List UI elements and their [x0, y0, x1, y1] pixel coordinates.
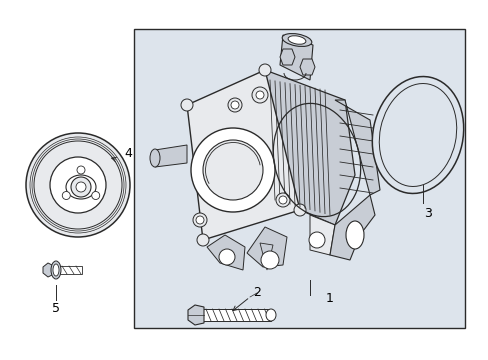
Circle shape [76, 182, 86, 192]
Circle shape [197, 234, 208, 246]
Ellipse shape [53, 264, 59, 276]
Circle shape [261, 251, 279, 269]
Text: 2: 2 [253, 287, 261, 300]
Bar [203, 309, 270, 321]
Circle shape [203, 140, 263, 200]
Polygon shape [43, 263, 54, 277]
Circle shape [251, 87, 267, 103]
Circle shape [308, 232, 325, 248]
Polygon shape [206, 235, 244, 270]
Circle shape [191, 128, 274, 212]
Polygon shape [155, 145, 186, 167]
Polygon shape [334, 100, 379, 195]
Ellipse shape [379, 84, 456, 186]
Circle shape [50, 157, 106, 213]
Ellipse shape [51, 261, 61, 279]
Circle shape [230, 101, 239, 109]
Ellipse shape [265, 309, 275, 321]
Ellipse shape [66, 175, 96, 199]
Polygon shape [309, 215, 334, 255]
Text: 4: 4 [124, 147, 132, 159]
Circle shape [34, 141, 122, 229]
Text: 1: 1 [325, 292, 333, 306]
Polygon shape [264, 70, 354, 225]
Ellipse shape [150, 149, 160, 167]
Ellipse shape [371, 77, 463, 193]
Bar [134, 29, 464, 328]
Circle shape [62, 192, 70, 199]
Polygon shape [186, 70, 299, 240]
Text: 3: 3 [423, 207, 431, 220]
Circle shape [77, 166, 85, 174]
Circle shape [92, 192, 100, 199]
Polygon shape [280, 49, 294, 65]
Ellipse shape [346, 221, 363, 249]
Polygon shape [187, 305, 203, 325]
Circle shape [196, 216, 203, 224]
Polygon shape [329, 195, 374, 260]
Ellipse shape [282, 33, 311, 46]
Circle shape [293, 204, 305, 216]
Polygon shape [280, 35, 312, 80]
Circle shape [26, 133, 130, 237]
Polygon shape [260, 243, 272, 270]
Circle shape [181, 99, 193, 111]
Circle shape [279, 196, 286, 204]
Polygon shape [246, 227, 286, 267]
Bar [60, 266, 82, 274]
Circle shape [227, 98, 242, 112]
Text: 5: 5 [52, 302, 60, 315]
Ellipse shape [287, 36, 305, 44]
Circle shape [259, 64, 270, 76]
Circle shape [71, 177, 91, 197]
Circle shape [219, 249, 235, 265]
Circle shape [256, 91, 264, 99]
Circle shape [275, 193, 289, 207]
Circle shape [193, 213, 206, 227]
Polygon shape [299, 59, 314, 75]
